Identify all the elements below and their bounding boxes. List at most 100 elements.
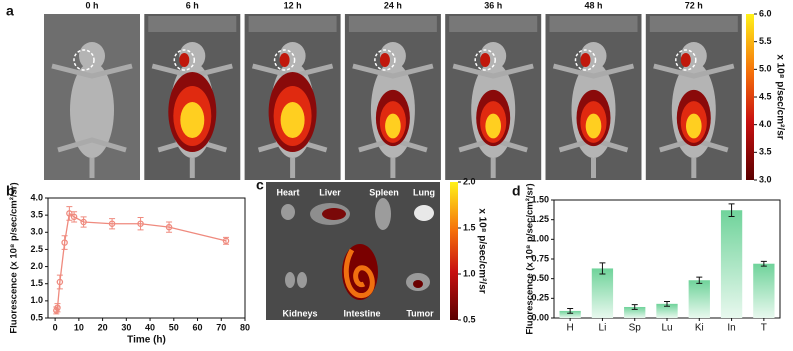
organ-image	[266, 182, 440, 320]
colorbar	[746, 14, 754, 180]
x-tick-label: 10	[74, 322, 84, 332]
data-point	[137, 220, 144, 227]
signal	[385, 113, 401, 139]
error-bar	[80, 216, 87, 228]
x-tick-label: 40	[145, 322, 155, 332]
x-tick-label: 0	[53, 322, 58, 332]
data-point	[80, 218, 87, 226]
x-tick-label: 70	[216, 322, 226, 332]
colorbar-tick-label: 2.0	[463, 176, 476, 186]
signal	[343, 248, 375, 298]
y-tick-label: 1.5	[30, 278, 43, 288]
x-tick-label: Li	[599, 323, 607, 334]
bar	[624, 306, 646, 318]
mouse-limbs	[51, 63, 133, 178]
x-tick-label: 30	[121, 322, 131, 332]
organ-label: Kidneys	[282, 308, 317, 318]
x-tick-label: H	[567, 323, 574, 334]
mouse-image	[144, 14, 241, 180]
colorbar-tick-label: 1.0	[463, 268, 476, 278]
y-tick-label: 0.75	[531, 253, 549, 263]
time-label: 48 h	[584, 0, 602, 10]
y-tick-label: 0.25	[531, 293, 549, 303]
organ-label: Lung	[413, 187, 435, 197]
roi-circle	[675, 49, 697, 71]
time-label: 12 h	[284, 0, 302, 10]
y-tick-label: 4.0	[30, 192, 43, 202]
time-label: 0 h	[85, 0, 98, 10]
error-bar	[109, 218, 116, 230]
cage	[148, 16, 237, 32]
signal	[179, 53, 190, 67]
organ	[414, 205, 434, 221]
y-tick-label: 1.25	[531, 214, 549, 224]
panel-letter: c	[256, 177, 264, 193]
error-bar	[631, 304, 638, 310]
error-bar	[61, 235, 68, 250]
signal	[180, 102, 205, 138]
y-tick-label: 0.5	[30, 312, 43, 322]
error-bar	[137, 217, 144, 231]
colorbar-tick-label: 6.0	[759, 8, 772, 18]
y-tick-label: 1.00	[531, 234, 549, 244]
x-tick-label: 60	[193, 322, 203, 332]
bar	[720, 210, 743, 318]
x-tick-label: T	[761, 323, 767, 334]
y-tick-label: 0.00	[531, 312, 549, 322]
time-label: 36 h	[484, 0, 502, 10]
signal	[680, 53, 691, 67]
bar	[559, 310, 581, 318]
organ	[375, 198, 391, 230]
data-point	[70, 213, 78, 221]
x-tick-label: 80	[240, 322, 250, 332]
organ-label: Spleen	[369, 187, 399, 197]
mouse-image	[244, 14, 341, 180]
y-tick-label: 3.0	[30, 227, 43, 237]
y-tick-label: 2.5	[30, 244, 43, 254]
organ-label: Heart	[276, 187, 299, 197]
y-tick-label: 1.0	[30, 295, 43, 305]
data-line	[55, 212, 227, 311]
x-tick-label: Lu	[661, 323, 672, 334]
panel-letter: b	[6, 183, 15, 199]
time-label: 6 h	[186, 0, 199, 10]
roi-circle	[273, 49, 296, 71]
colorbar-label: x 10⁸ p/sec/cm²/sr	[476, 208, 487, 293]
colorbar-tick-label: 0.5	[463, 314, 476, 324]
signal	[485, 113, 502, 139]
colorbar-tick-label: 4.5	[759, 91, 772, 101]
organ-label: Intestine	[343, 308, 380, 318]
x-tick-label: 50	[169, 322, 179, 332]
organ	[297, 272, 307, 288]
x-tick-label: Sp	[629, 323, 642, 334]
signal	[585, 113, 602, 139]
error-bar	[664, 300, 670, 307]
y-tick-label: 1.50	[531, 194, 549, 204]
signal	[413, 280, 423, 288]
colorbar-tick-label: 5.0	[759, 64, 772, 74]
cage	[549, 16, 638, 32]
roi-circle	[474, 49, 496, 71]
mouse-body	[70, 62, 114, 158]
roi-circle	[73, 49, 95, 71]
y-tick-label: 0.50	[531, 273, 549, 283]
organ	[285, 272, 295, 288]
colorbar-tick-label: 5.5	[759, 36, 772, 46]
error-bar	[166, 221, 173, 233]
data-point	[222, 237, 230, 245]
mouse-image	[344, 14, 441, 180]
data-point	[56, 278, 64, 286]
time-label: 24 h	[384, 0, 402, 10]
y-tick-label: 2.0	[30, 261, 43, 271]
cage	[649, 16, 738, 32]
bar	[656, 303, 678, 318]
signal	[480, 53, 491, 67]
x-axis-label: Time (h)	[127, 335, 166, 346]
signal	[279, 53, 290, 67]
roi-circle	[173, 49, 196, 71]
mouse-head	[79, 42, 105, 70]
error-bar	[567, 308, 574, 314]
mouse-image	[545, 14, 642, 180]
data-point	[108, 220, 116, 227]
x-tick-label: 20	[98, 322, 108, 332]
